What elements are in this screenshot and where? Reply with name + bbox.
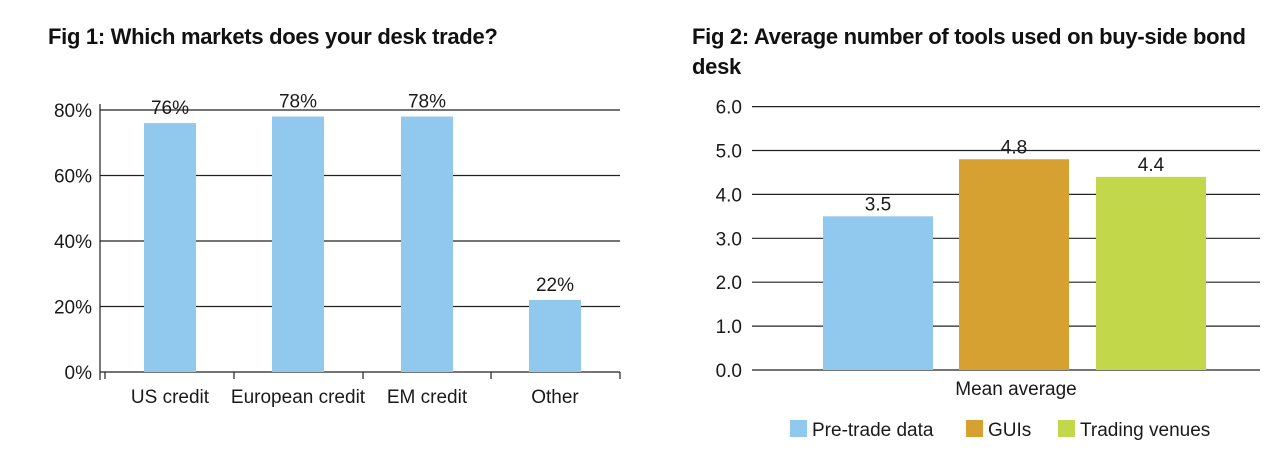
x-category-label: Mean average bbox=[955, 379, 1076, 400]
bar-data-label: 22% bbox=[536, 275, 574, 296]
x-tick-label: Other bbox=[531, 387, 579, 408]
x-tick-label: US credit bbox=[131, 387, 210, 408]
fig1-title: Fig 1: Which markets does your desk trad… bbox=[48, 24, 498, 49]
x-tick-label: European credit bbox=[231, 387, 366, 408]
fig2-tools-chart: Fig 2: Average number of tools used on b… bbox=[640, 0, 1287, 468]
bar-data-label: 76% bbox=[151, 98, 189, 119]
bar bbox=[1096, 176, 1206, 370]
y-tick-label: 3.0 bbox=[716, 229, 742, 250]
bar-data-label: 78% bbox=[408, 92, 446, 113]
legend-swatch bbox=[790, 420, 807, 437]
legend-swatch bbox=[1058, 420, 1075, 437]
y-tick-label: 0% bbox=[65, 363, 93, 384]
y-tick-label: 40% bbox=[54, 232, 92, 253]
y-tick-label: 5.0 bbox=[716, 142, 742, 163]
y-tick-label: 0.0 bbox=[716, 361, 742, 382]
x-tick-label: EM credit bbox=[387, 387, 468, 408]
fig1-plot: 0% 20% 40% 60% 80% 76% US credit 78% European cr… bbox=[54, 92, 621, 408]
y-tick-label: 4.0 bbox=[716, 185, 742, 206]
y-tick-label: 1.0 bbox=[716, 317, 742, 338]
y-tick-label: 60% bbox=[54, 167, 92, 188]
bar bbox=[529, 299, 581, 372]
bar bbox=[401, 116, 453, 372]
y-tick-label: 80% bbox=[54, 101, 92, 122]
fig2-plot: 0.0 1.0 2.0 3.0 4.0 5.0 6.0 3.5 4.8 4.4 Mean avera… bbox=[716, 98, 1260, 441]
bar-data-label: 4.8 bbox=[1001, 137, 1027, 158]
y-tick-label: 6.0 bbox=[716, 98, 742, 119]
bar-data-label: 78% bbox=[279, 92, 317, 113]
bar bbox=[823, 216, 933, 370]
legend-label: GUIs bbox=[988, 420, 1031, 441]
fig2-title: Fig 2: Average number of tools used on b… bbox=[692, 24, 1246, 79]
fig1-markets-chart: Fig 1: Which markets does your desk trad… bbox=[0, 0, 640, 468]
bar-data-label: 3.5 bbox=[865, 194, 891, 215]
legend-label: Trading venues bbox=[1080, 420, 1210, 441]
y-tick-label: 20% bbox=[54, 298, 92, 319]
bar bbox=[959, 159, 1069, 370]
bar-data-label: 4.4 bbox=[1138, 155, 1165, 176]
legend-swatch bbox=[966, 420, 983, 437]
bar bbox=[272, 116, 324, 372]
y-tick-label: 2.0 bbox=[716, 273, 742, 294]
bar bbox=[144, 123, 196, 372]
legend-label: Pre-trade data bbox=[812, 420, 934, 441]
